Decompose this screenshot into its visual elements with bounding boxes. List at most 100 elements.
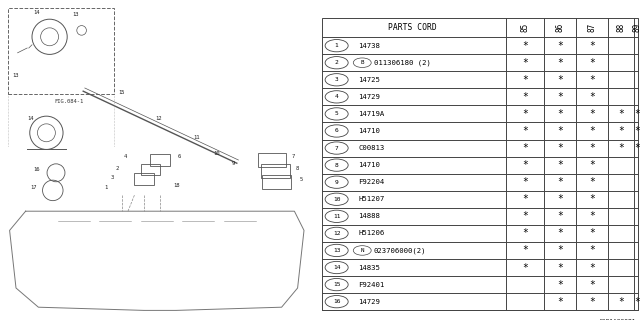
Text: 14: 14	[27, 116, 34, 121]
Text: 13: 13	[72, 12, 79, 17]
Text: C00813: C00813	[358, 145, 385, 151]
Text: 85: 85	[520, 23, 529, 32]
Text: 10: 10	[333, 197, 340, 202]
Text: 14710: 14710	[358, 162, 380, 168]
Text: *: *	[557, 177, 563, 187]
Text: 13: 13	[12, 73, 19, 78]
Text: *: *	[522, 228, 528, 238]
Text: *: *	[634, 297, 640, 307]
Bar	[262, 175, 291, 189]
Text: *: *	[589, 280, 595, 290]
Text: *: *	[522, 143, 528, 153]
Text: *: *	[522, 126, 528, 136]
Text: *: *	[589, 262, 595, 273]
Text: *: *	[618, 297, 624, 307]
Text: *: *	[557, 228, 563, 238]
Text: 8: 8	[296, 166, 300, 171]
Text: *: *	[589, 228, 595, 238]
Text: *: *	[589, 194, 595, 204]
Text: PARTS CORD: PARTS CORD	[388, 23, 437, 32]
Text: *: *	[589, 245, 595, 255]
Text: 14: 14	[34, 10, 40, 15]
Text: *: *	[589, 177, 595, 187]
Text: *: *	[634, 109, 640, 119]
Text: *: *	[557, 245, 563, 255]
Text: B: B	[360, 60, 364, 65]
Text: 13: 13	[333, 248, 340, 253]
Text: 14738: 14738	[358, 43, 380, 49]
Text: *: *	[557, 126, 563, 136]
Text: *: *	[557, 211, 563, 221]
Text: *: *	[557, 75, 563, 85]
Text: 6: 6	[178, 155, 181, 159]
Text: 7: 7	[335, 146, 339, 150]
Text: *: *	[557, 58, 563, 68]
Text: 6: 6	[335, 129, 339, 133]
Text: *: *	[589, 75, 595, 85]
Text: *: *	[557, 194, 563, 204]
Text: 1: 1	[104, 185, 108, 190]
Text: *: *	[522, 58, 528, 68]
Text: 88: 88	[616, 23, 626, 32]
Text: *: *	[557, 160, 563, 170]
Text: *: *	[589, 211, 595, 221]
Text: 2: 2	[335, 60, 339, 65]
Text: 023706000(2): 023706000(2)	[374, 247, 426, 254]
Text: 87: 87	[588, 23, 596, 32]
Text: *: *	[589, 41, 595, 51]
Text: *: *	[522, 177, 528, 187]
Text: 5: 5	[300, 177, 303, 182]
Text: *: *	[589, 92, 595, 102]
Text: 89: 89	[632, 23, 640, 32]
Text: 10: 10	[212, 151, 220, 156]
Text: *: *	[522, 262, 528, 273]
Bar	[261, 164, 290, 178]
Text: 14725: 14725	[358, 77, 380, 83]
Text: *: *	[522, 92, 528, 102]
Text: 11: 11	[333, 214, 340, 219]
Text: H51206: H51206	[358, 230, 385, 236]
Text: *: *	[522, 160, 528, 170]
Text: 3: 3	[111, 175, 114, 180]
Text: 15: 15	[118, 90, 125, 95]
Text: 16: 16	[34, 167, 40, 172]
Text: H51207: H51207	[358, 196, 385, 202]
Text: 14729: 14729	[358, 94, 380, 100]
Text: 14835: 14835	[358, 265, 380, 270]
Text: *: *	[522, 245, 528, 255]
Text: F92204: F92204	[358, 179, 385, 185]
Text: 3: 3	[335, 77, 339, 82]
Text: *: *	[557, 280, 563, 290]
Text: *: *	[589, 160, 595, 170]
Text: 15: 15	[333, 282, 340, 287]
Text: 9: 9	[232, 161, 236, 166]
Text: 9: 9	[335, 180, 339, 185]
Text: 11: 11	[193, 135, 200, 140]
Text: 14888: 14888	[358, 213, 380, 219]
Bar	[258, 153, 287, 167]
Text: *: *	[557, 143, 563, 153]
Bar	[141, 164, 160, 175]
Text: 7: 7	[291, 155, 294, 159]
Text: 17: 17	[31, 185, 37, 190]
Text: *: *	[589, 126, 595, 136]
Text: 18: 18	[173, 183, 179, 188]
Text: 12: 12	[333, 231, 340, 236]
Text: 4: 4	[335, 94, 339, 99]
Text: *: *	[522, 41, 528, 51]
Text: 14729: 14729	[358, 299, 380, 305]
Text: *: *	[618, 143, 624, 153]
Text: *: *	[522, 75, 528, 85]
Text: *: *	[557, 41, 563, 51]
Text: *: *	[522, 211, 528, 221]
Text: 16: 16	[333, 299, 340, 304]
Text: 011306180 (2): 011306180 (2)	[374, 60, 431, 66]
Text: *: *	[522, 109, 528, 119]
Bar	[150, 154, 170, 166]
Text: N: N	[360, 248, 364, 253]
Text: *: *	[618, 109, 624, 119]
Text: *: *	[522, 194, 528, 204]
Text: 5: 5	[335, 111, 339, 116]
Text: *: *	[589, 109, 595, 119]
Text: *: *	[557, 92, 563, 102]
